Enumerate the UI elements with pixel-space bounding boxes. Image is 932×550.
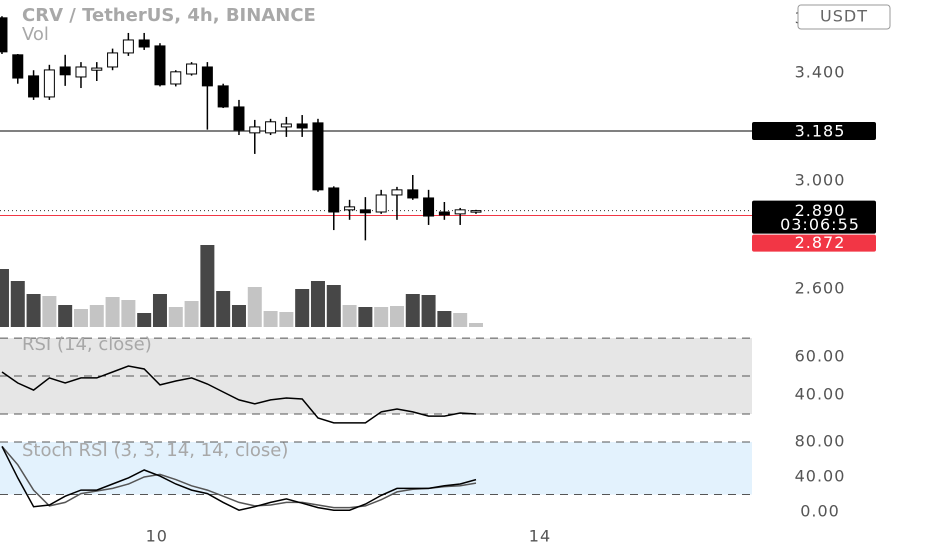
candle-body	[249, 126, 261, 134]
x-tick-label: 10	[146, 527, 168, 546]
y-tick-label: 40.00	[795, 384, 846, 403]
countdown-label: 03:06:55	[780, 215, 860, 234]
y-tick-label: 40.00	[795, 467, 846, 486]
candle-body	[186, 63, 198, 75]
y-tick-label: 80.00	[795, 432, 846, 451]
volume-bar	[279, 312, 294, 327]
candle-body	[470, 210, 482, 213]
volume-bar	[468, 323, 483, 327]
volume-bar	[310, 281, 325, 327]
stoch-band	[0, 442, 752, 495]
volume-bar	[342, 305, 357, 327]
y-tick-label: 60.00	[795, 347, 846, 366]
volume-bar	[374, 307, 389, 327]
volume-bar	[200, 245, 215, 327]
candle-body	[328, 187, 340, 213]
candle-body	[91, 67, 103, 71]
volume-bar	[0, 269, 9, 327]
candle-body	[280, 123, 292, 128]
candle-body	[12, 54, 24, 79]
candle-body	[75, 66, 87, 78]
volume-bar	[89, 305, 104, 327]
volume-bar	[58, 305, 73, 327]
volume-bar	[405, 294, 420, 327]
volume-label: Vol	[22, 24, 49, 45]
last-price-tag	[752, 200, 876, 234]
bid-label: 2.872	[795, 233, 846, 252]
volume-bar	[152, 294, 167, 327]
y-tick-label: 3.000	[795, 170, 846, 189]
volume-bar	[168, 307, 183, 327]
volume-bar	[105, 297, 120, 327]
candle-body	[107, 52, 119, 68]
volume-bar	[26, 294, 41, 327]
volume-bar	[437, 311, 452, 327]
candle-body	[122, 39, 134, 54]
candle-body	[170, 71, 182, 85]
volume-bar	[421, 295, 436, 327]
candle-body	[265, 121, 277, 134]
plot	[0, 16, 752, 511]
volume-bar	[216, 291, 231, 327]
price-line-tag	[752, 121, 876, 140]
volume-bar	[231, 305, 246, 327]
volume-bar	[326, 285, 341, 327]
candle-body	[312, 122, 324, 191]
volume-bar	[137, 313, 152, 327]
stoch-k-line	[1, 446, 477, 511]
candle-body	[43, 69, 55, 98]
candle-body	[454, 209, 466, 215]
currency-box	[797, 4, 891, 30]
y-tick-label: 2.600	[795, 278, 846, 297]
candle-body	[28, 75, 40, 98]
candle-body	[59, 66, 71, 76]
candle-body	[0, 17, 8, 53]
candle-body	[375, 194, 387, 213]
candle-body	[391, 189, 403, 196]
currency: USDT	[820, 7, 868, 26]
y-tick-label: 0.00	[800, 501, 840, 520]
volume-bar	[263, 311, 278, 327]
volume-bar	[453, 313, 468, 327]
rsi-line	[1, 365, 477, 424]
volume-bar	[247, 287, 262, 327]
volume-bar	[295, 289, 310, 327]
x-tick-label: 14	[529, 527, 551, 546]
candle-body	[154, 45, 166, 86]
candle-body	[359, 209, 371, 214]
candle-body	[217, 85, 229, 108]
volume-bar	[73, 309, 88, 327]
candle-body	[233, 106, 245, 131]
y-tick-label: 3.400	[795, 62, 846, 81]
volume-bar	[10, 281, 25, 327]
price-axis: 3.6003.4003.0002.60060.0040.0080.0040.00…	[146, 8, 846, 546]
candle-body	[296, 123, 308, 129]
stoch-d-line	[1, 445, 477, 509]
backgrounds	[0, 337, 752, 495]
candle-body	[423, 197, 435, 217]
rsi-band	[0, 338, 752, 414]
candle-body	[344, 206, 356, 211]
candle-body	[407, 189, 419, 199]
candle-body	[201, 66, 213, 87]
last-price-label: 2.890	[795, 201, 846, 220]
volume-bar	[358, 307, 373, 327]
price-line-label: 3.185	[795, 121, 846, 140]
candle-body	[138, 39, 150, 48]
volume-bar	[184, 301, 199, 327]
chart-title: CRV / TetherUS, 4h, BINANCE	[22, 5, 316, 26]
volume-bar	[389, 306, 404, 327]
volume-bar	[121, 300, 136, 327]
stoch-title: Stoch RSI (3, 3, 14, 14, close)	[22, 440, 288, 461]
volume-bar	[42, 296, 57, 327]
rsi-title: RSI (14, close)	[22, 334, 152, 355]
bid-tag	[752, 234, 876, 252]
candle-body	[438, 211, 450, 216]
